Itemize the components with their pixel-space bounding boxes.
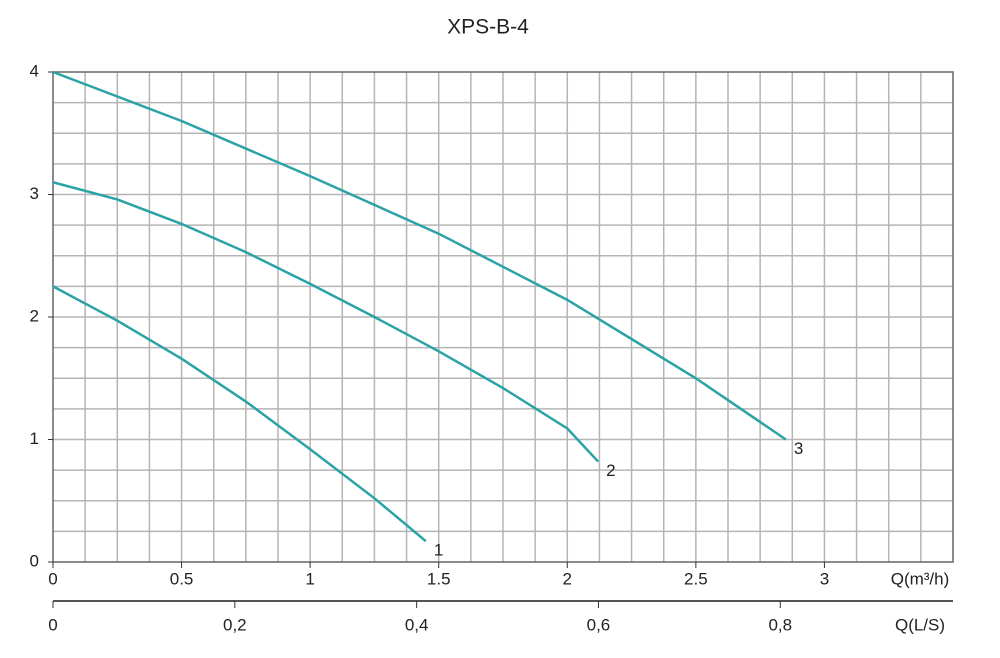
- x-tick-label: 1.5: [427, 569, 451, 588]
- curve: [52, 181, 600, 463]
- x2-tick-label: 0,8: [768, 615, 792, 634]
- y-tick-label: 4: [30, 61, 39, 80]
- curve: [52, 70, 787, 441]
- curve-label: 3: [794, 439, 803, 458]
- y-tick-label: 2: [30, 306, 39, 325]
- x2-axis-label: Q(L/S): [895, 615, 945, 634]
- x2-tick-label: 0: [48, 615, 57, 634]
- x-tick-label: 1: [305, 569, 314, 588]
- x-tick-label: 0.5: [170, 569, 194, 588]
- y-tick-label: 0: [30, 551, 39, 570]
- curve-label: 1: [434, 541, 443, 560]
- x2-tick-label: 0,4: [405, 615, 429, 634]
- curve-label: 2: [606, 461, 615, 480]
- x-tick-label: 3: [820, 569, 829, 588]
- x2-tick-label: 0,6: [587, 615, 611, 634]
- x2-tick-label: 0,2: [223, 615, 247, 634]
- x-tick-label: 2.5: [684, 569, 708, 588]
- y-tick-label: 3: [30, 184, 39, 203]
- x-tick-label: 0: [48, 569, 57, 588]
- chart-title: XPS-B-4: [447, 16, 529, 39]
- curve: [52, 285, 427, 543]
- x-axis-label: Q(m³/h): [891, 569, 950, 588]
- y-tick-label: 1: [30, 429, 39, 448]
- x-tick-label: 2: [563, 569, 572, 588]
